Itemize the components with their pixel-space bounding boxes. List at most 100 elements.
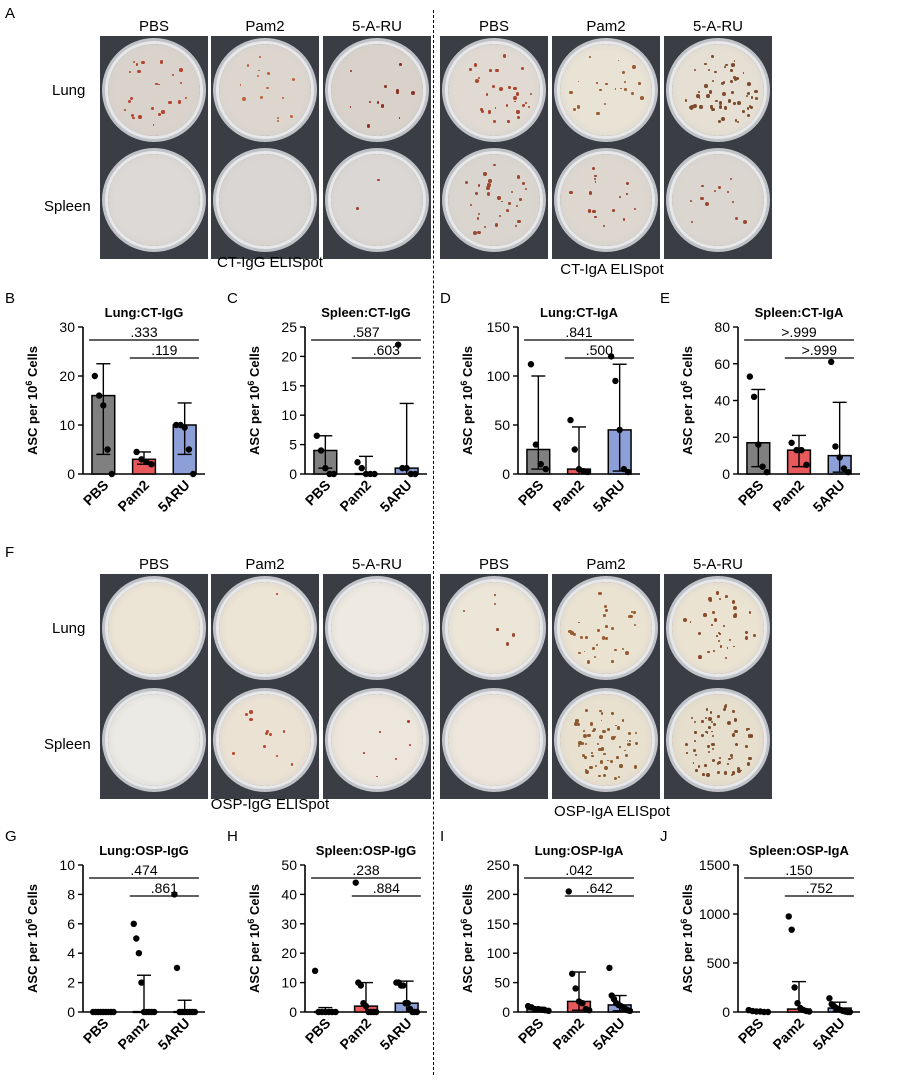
elispot-spot (399, 63, 402, 66)
elispot-spot (734, 612, 738, 616)
elispot-spot (605, 625, 608, 628)
elispot-spot (578, 651, 581, 655)
elispot-spot (640, 96, 645, 100)
elispot-spot (717, 715, 721, 718)
p-value-label: .500 (586, 342, 613, 358)
elispot-spot (754, 96, 758, 100)
elispot-spot (587, 209, 592, 213)
data-point (846, 1008, 854, 1016)
y-tick-label: 0 (502, 466, 510, 482)
elispot-spot (694, 731, 697, 734)
x-tick-label: PBS (302, 1015, 334, 1047)
data-point (755, 441, 762, 448)
data-point (840, 465, 848, 472)
elispot-spot (406, 719, 411, 724)
elispot-spot (706, 94, 710, 98)
data-point (148, 461, 155, 468)
y-axis-label-rest: Cells (680, 346, 695, 381)
elispot-spot (600, 712, 603, 715)
elispot-spot (723, 106, 728, 110)
elispot-spot (603, 752, 606, 756)
y-axis-label-rest: Cells (25, 884, 40, 919)
elispot-spot (249, 709, 253, 714)
panel-letter: E (660, 290, 670, 307)
y-tick-label: 6 (67, 916, 75, 932)
caption-ct-igg: CT-IgG ELISpot (217, 254, 323, 271)
row-label-spleen-2: Spleen (44, 736, 91, 753)
elispot-spot (591, 751, 593, 754)
elispot-spot (701, 184, 705, 188)
x-tick-label: 5ARU (590, 477, 628, 515)
elispot-spot (515, 204, 519, 208)
chart-title: Lung:CT-IgG (105, 305, 184, 320)
elispot-spot (744, 635, 749, 640)
data-point (785, 913, 792, 920)
bottom-well-photo (440, 574, 548, 687)
elispot-spot (731, 773, 734, 777)
y-axis-label-sup: 6 (679, 919, 689, 924)
elispot-spot (706, 745, 710, 749)
elispot-spot (155, 82, 158, 85)
elispot-spot (704, 202, 709, 207)
elispot-spot (711, 624, 713, 626)
data-point (626, 1007, 634, 1015)
elispot-spot (625, 754, 629, 757)
elispot-spot (582, 730, 585, 733)
y-axis-label-text: ASC per 10 (680, 924, 695, 993)
y-axis-label-rest: Cells (460, 884, 475, 919)
elispot-spot (595, 764, 598, 767)
p-value-label: .642 (586, 880, 613, 896)
data-point (91, 372, 99, 380)
elispot-spot (718, 756, 721, 759)
elispot-spot (492, 120, 496, 124)
elispot-spot (694, 69, 697, 72)
elispot-spot (589, 722, 593, 726)
y-tick-label: 50 (281, 857, 297, 873)
elispot-spot (746, 761, 751, 766)
chart-title: Spleen:OSP-IgA (749, 843, 849, 858)
elispot-spot (469, 68, 473, 72)
chart-title: Lung:OSP-IgA (535, 843, 624, 858)
p-value-label: .119 (151, 342, 177, 358)
elispot-spot (698, 97, 701, 100)
elispot-spot (709, 711, 713, 714)
elispot-spot (512, 633, 516, 637)
top-well-photo (552, 36, 660, 149)
bottom-well-photo (664, 686, 772, 799)
elispot-spot (704, 62, 707, 65)
elispot-spot (249, 717, 253, 722)
elispot-spot (698, 655, 702, 659)
bottom-well-photo (100, 686, 208, 799)
elispot-spot (724, 704, 728, 708)
elispot-spot (127, 100, 131, 104)
elispot-spot (708, 717, 712, 721)
elispot-spot (731, 600, 736, 604)
elispot-spot (248, 710, 251, 713)
elispot-spot (577, 80, 580, 83)
y-tick-label: 0 (722, 1004, 730, 1020)
data-point (400, 982, 407, 989)
y-tick-label: 5 (289, 437, 297, 453)
well-membrane (108, 694, 200, 786)
elispot-spot (502, 54, 507, 58)
p-value-label: .333 (130, 324, 157, 340)
elispot-spot (625, 651, 630, 656)
y-axis-label-text: ASC per 10 (460, 386, 475, 455)
elispot-spot (631, 610, 633, 613)
elispot-spot (731, 709, 735, 713)
elispot-spot (618, 196, 621, 199)
elispot-spot (692, 104, 697, 109)
p-value-label: >.999 (802, 342, 838, 358)
p-value-label: >.999 (781, 324, 817, 340)
elispot-spot (383, 85, 387, 89)
x-tick-label: 5ARU (377, 1015, 415, 1053)
p-value-label: .238 (352, 862, 379, 878)
elispot-spot (633, 207, 636, 211)
elispot-spot (132, 60, 135, 63)
elispot-spot (239, 83, 242, 86)
elispot-spot (514, 100, 516, 103)
elispot-spot (621, 719, 624, 722)
data-point (836, 454, 843, 461)
data-point (542, 465, 549, 473)
elispot-spot (603, 225, 606, 228)
